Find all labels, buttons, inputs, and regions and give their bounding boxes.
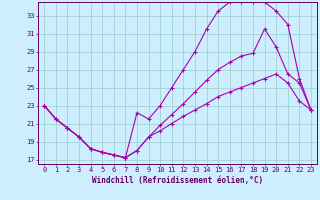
X-axis label: Windchill (Refroidissement éolien,°C): Windchill (Refroidissement éolien,°C) — [92, 176, 263, 185]
